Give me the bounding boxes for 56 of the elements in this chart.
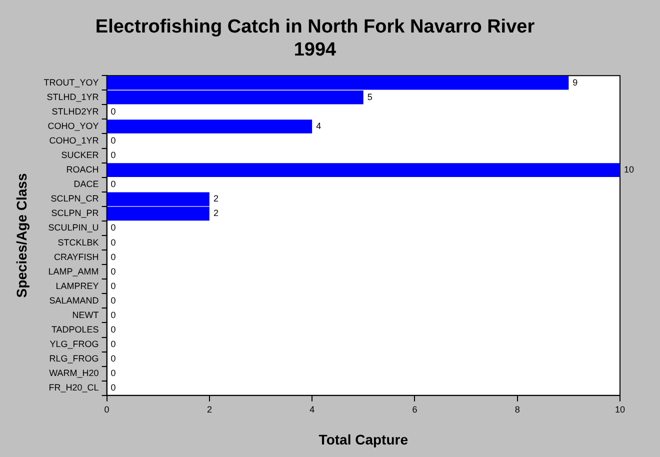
y-tick-label: STCKLBK [58,237,99,248]
x-tick-label: 0 [104,404,110,414]
y-tick-label: SCLPN_PR [51,208,100,218]
x-tick-label: 10 [614,404,626,414]
y-tick-label: LAMP_AMM [48,266,99,276]
chart-title: Electrofishing Catch in North Fork Navarro River [95,16,536,38]
y-tick-label: STLHD_1YR [46,92,100,102]
y-tick-label: COHO_1YR [49,136,100,146]
y-tick-label: LAMPREY [56,280,99,291]
data-label: 0 [110,252,116,262]
x-tick-label: 6 [412,404,418,414]
x-tick-label: 8 [514,404,520,414]
y-tick-label: DACE [74,179,99,190]
data-label: 0 [110,368,116,378]
y-tick-label: FR_H20_CL [48,382,99,393]
bar [107,163,620,177]
x-tick-label: 4 [310,404,315,414]
y-tick-label: SCULPIN_U [48,222,99,233]
data-label: 9 [572,77,578,88]
data-label: 0 [110,295,116,306]
data-label: 0 [110,106,116,116]
data-label: 0 [110,150,116,160]
data-label: 0 [110,136,116,146]
data-label: 0 [110,179,116,190]
chart-subtitle: 1994 [294,39,337,60]
y-tick-label: COHO_YOY [48,120,99,131]
data-label: 2 [213,208,218,218]
data-label: 0 [110,310,116,320]
data-label: 0 [110,382,116,393]
data-label: 0 [110,339,116,350]
x-tick-label: 2 [206,404,212,414]
y-tick-label: YLG_FROG [50,339,99,350]
y-tick-label: TADPOLES [51,324,99,334]
y-tick-label: TROUT_YOY [44,77,99,88]
y-tick-label: RLG_FROG [49,354,99,364]
data-label: 0 [110,280,116,291]
data-label: 0 [110,354,116,364]
data-label: 2 [213,194,218,204]
y-tick-label: SCLPN_CR [50,194,100,204]
bar [107,120,312,134]
y-tick-label: SALAMAND [49,295,100,306]
data-label: 4 [316,120,322,131]
data-label: 0 [110,237,116,248]
data-label: 0 [110,222,116,233]
y-tick-label: NEWT [72,310,100,320]
y-axis-title: Species/Age Class [13,173,30,298]
y-tick-label: CRAYFISH [54,252,99,262]
x-axis-title: Total Capture [318,431,408,448]
y-tick-label: ROACH [66,164,99,175]
data-label: 0 [110,324,116,334]
data-label: 10 [624,164,634,175]
data-label: 5 [367,92,372,102]
y-tick-label: WARM_H20 [49,368,99,378]
data-label: 0 [110,266,116,276]
y-tick-label: SUCKER [61,150,100,160]
y-tick-label: STLHD2YR [52,106,100,116]
